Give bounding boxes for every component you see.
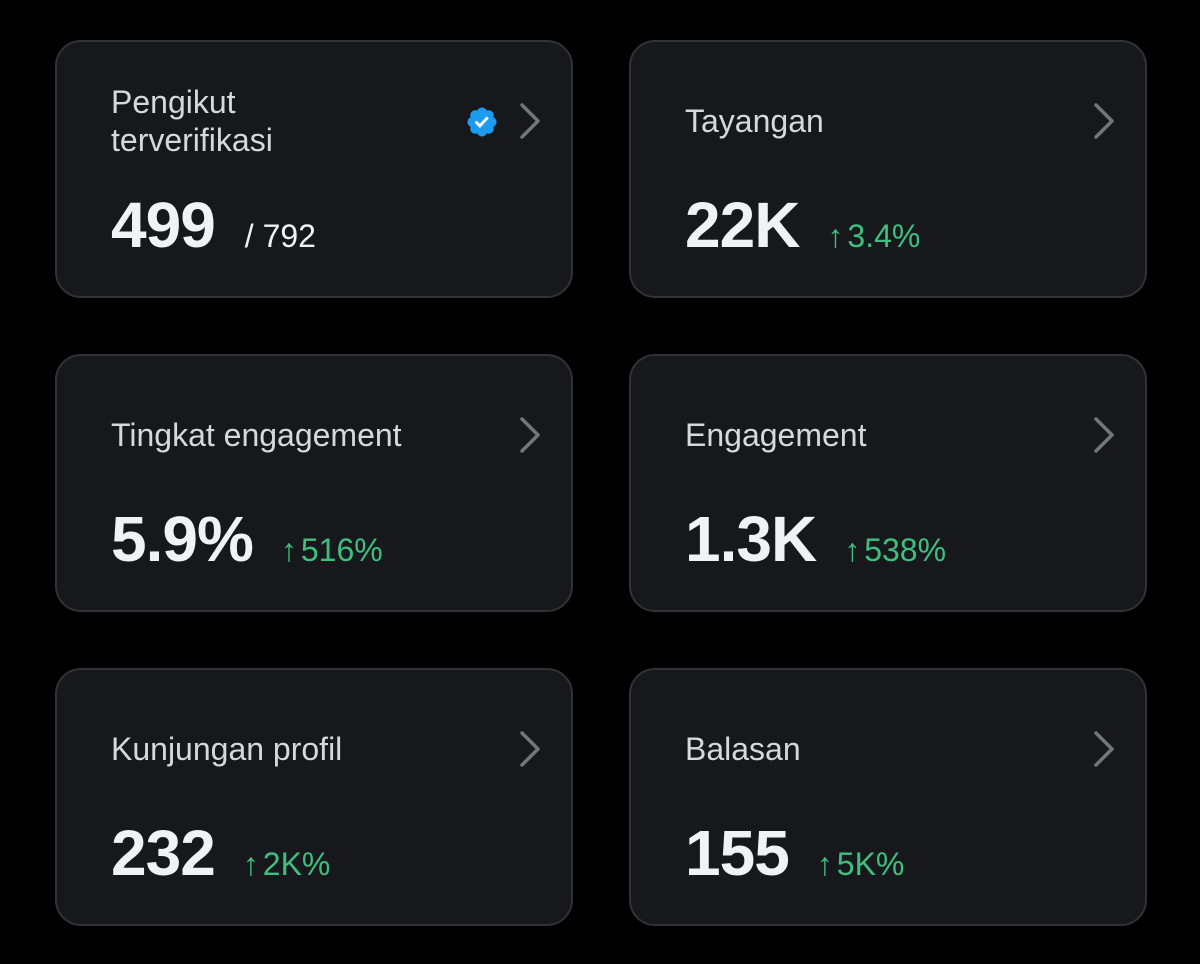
- metric-delta: ↑ 3.4%: [827, 216, 920, 256]
- card-engagement-rate[interactable]: Tingkat engagement 5.9% ↑ 516%: [55, 354, 573, 612]
- card-profile-visits[interactable]: Kunjungan profil 232 ↑ 2K%: [55, 668, 573, 926]
- chevron-right-icon: [1093, 730, 1115, 768]
- card-label-line2: terverifikasi: [111, 122, 273, 158]
- metric-value: 155: [685, 817, 790, 889]
- chevron-right-icon: [519, 102, 541, 140]
- metric-row: 232 ↑ 2K%: [111, 820, 330, 886]
- card-label: Balasan: [685, 731, 801, 767]
- chevron-right-icon: [1093, 102, 1115, 140]
- metric-total: / 792: [244, 218, 316, 254]
- metric-row: 155 ↑ 5K%: [685, 820, 904, 886]
- up-arrow-icon: ↑: [816, 846, 833, 882]
- metric-delta-value: 538%: [864, 532, 947, 568]
- metric-delta-value: 2K%: [262, 846, 331, 882]
- metric-delta: ↑ 2K%: [243, 844, 331, 884]
- metric-value: 1.3K: [685, 503, 817, 575]
- metric-row: 499 / 792: [111, 192, 316, 258]
- chevron-right-icon: [519, 730, 541, 768]
- card-engagements[interactable]: Engagement 1.3K ↑ 538%: [629, 354, 1147, 612]
- metric-row: 1.3K ↑ 538%: [685, 506, 946, 572]
- metric-value: 232: [111, 817, 216, 889]
- metric-row: 5.9% ↑ 516%: [111, 506, 383, 572]
- card-label: Pengikut terverifikasi: [111, 83, 371, 159]
- card-label-line1: Pengikut: [111, 84, 236, 120]
- metric-delta-value: 3.4%: [847, 218, 921, 254]
- metric-delta: ↑ 516%: [281, 530, 383, 570]
- up-arrow-icon: ↑: [844, 532, 861, 568]
- metric-delta-value: 516%: [300, 532, 383, 568]
- card-label: Engagement: [685, 417, 867, 453]
- card-label: Tayangan: [685, 103, 824, 139]
- card-verified-followers[interactable]: Pengikut terverifikasi 499 / 792: [55, 40, 573, 298]
- card-label: Tingkat engagement: [111, 417, 402, 453]
- up-arrow-icon: ↑: [242, 846, 259, 882]
- metric-row: 22K ↑ 3.4%: [685, 192, 920, 258]
- metric-delta: ↑ 5K%: [817, 844, 905, 884]
- card-label: Kunjungan profil: [111, 731, 343, 767]
- metric-delta: ↑ 538%: [844, 530, 946, 570]
- up-arrow-icon: ↑: [280, 532, 297, 568]
- metric-delta-value: 5K%: [836, 846, 905, 882]
- chevron-right-icon: [1093, 416, 1115, 454]
- metric-value: 499: [111, 189, 216, 261]
- chevron-right-icon: [519, 416, 541, 454]
- card-impressions[interactable]: Tayangan 22K ↑ 3.4%: [629, 40, 1147, 298]
- verified-badge-icon: [465, 105, 499, 139]
- metric-value: 5.9%: [111, 503, 254, 575]
- up-arrow-icon: ↑: [827, 218, 844, 254]
- metric-value: 22K: [685, 189, 800, 261]
- card-replies[interactable]: Balasan 155 ↑ 5K%: [629, 668, 1147, 926]
